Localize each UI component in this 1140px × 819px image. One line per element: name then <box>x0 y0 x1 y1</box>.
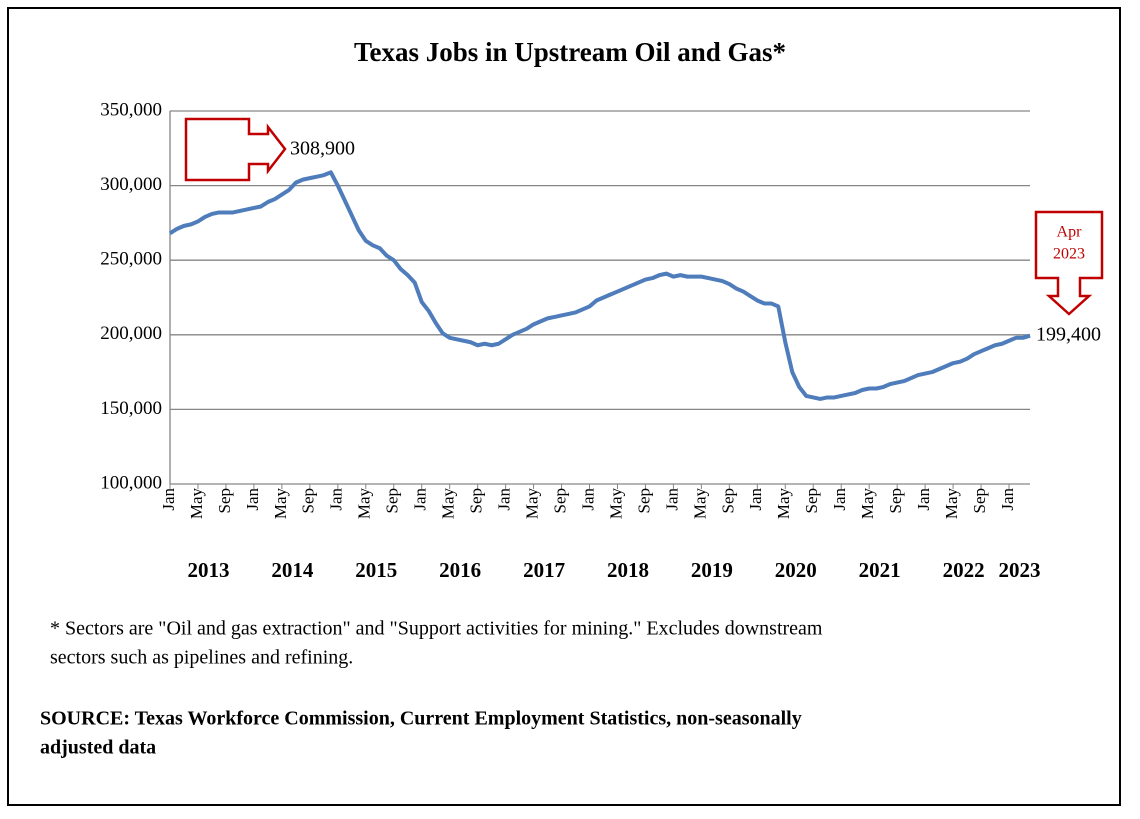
x-tick-label: May <box>355 488 374 520</box>
year-label: 2017 <box>523 558 565 582</box>
footnote: * Sectors are "Oil and gas extraction" a… <box>50 618 823 640</box>
value-label: 308,900 <box>290 138 355 160</box>
y-tick-label: 100,000 <box>100 472 162 493</box>
x-tick-label: May <box>606 488 625 520</box>
year-label: 2014 <box>271 558 314 582</box>
x-tick-label: May <box>774 488 793 520</box>
y-tick-label: 250,000 <box>100 249 162 270</box>
peak-callout <box>184 117 287 182</box>
x-tick-label: Sep <box>886 488 905 514</box>
data-line <box>168 170 1031 401</box>
x-tick-label: May <box>187 488 206 520</box>
year-label: 2013 <box>187 558 229 582</box>
year-label: 2021 <box>859 558 901 582</box>
x-tick-label: Jan <box>746 488 765 511</box>
value-label: 199,400 <box>1036 323 1101 345</box>
x-tick-label: Sep <box>467 488 486 514</box>
x-tick-label: Sep <box>718 488 737 514</box>
x-tick-label: May <box>690 488 709 520</box>
x-tick-label: Jan <box>998 488 1017 511</box>
x-tick-label: Jan <box>495 488 514 511</box>
y-tick-label: 350,000 <box>100 99 162 120</box>
year-label: 2019 <box>691 558 733 582</box>
source: adjusted data <box>40 737 156 759</box>
x-tick-label: Jan <box>243 488 262 511</box>
footnote: sectors such as pipelines and refining. <box>50 647 353 669</box>
x-tick-label: Jan <box>327 488 346 511</box>
x-tick-label: Jan <box>159 488 178 511</box>
x-tick-label: May <box>858 488 877 520</box>
y-tick-label: 200,000 <box>100 323 162 344</box>
year-label: 2022 <box>943 558 985 582</box>
x-tick-label: Jan <box>830 488 849 511</box>
x-tick-label: Jan <box>411 488 430 511</box>
date-callout <box>1034 210 1104 316</box>
year-label: 2023 <box>999 558 1041 582</box>
x-tick-label: Sep <box>970 488 989 514</box>
y-tick-label: 300,000 <box>100 174 162 195</box>
x-tick-label: May <box>522 488 541 520</box>
x-tick-label: May <box>439 488 458 520</box>
year-label: 2018 <box>607 558 649 582</box>
year-label: 2015 <box>355 558 397 582</box>
x-tick-label: Sep <box>215 488 234 514</box>
frame <box>7 7 1121 806</box>
x-tick-label: Sep <box>802 488 821 514</box>
x-tick-label: Sep <box>634 488 653 514</box>
x-tick-label: May <box>271 488 290 520</box>
x-tick-label: Sep <box>383 488 402 514</box>
x-tick-label: Jan <box>578 488 597 511</box>
x-tick-label: Sep <box>299 488 318 514</box>
x-tick-label: Jan <box>914 488 933 511</box>
source: SOURCE: Texas Workforce Commission, Curr… <box>40 708 802 730</box>
y-tick-label: 150,000 <box>100 398 162 419</box>
x-tick-label: May <box>942 488 961 520</box>
year-label: 2020 <box>775 558 817 582</box>
callout-text: 2023 <box>1053 246 1085 263</box>
x-tick-label: Jan <box>662 488 681 511</box>
x-tick-label: Sep <box>550 488 569 514</box>
year-label: 2016 <box>439 558 481 582</box>
callout-text: Apr <box>1057 224 1083 241</box>
chart-title: Texas Jobs in Upstream Oil and Gas* <box>354 37 786 67</box>
